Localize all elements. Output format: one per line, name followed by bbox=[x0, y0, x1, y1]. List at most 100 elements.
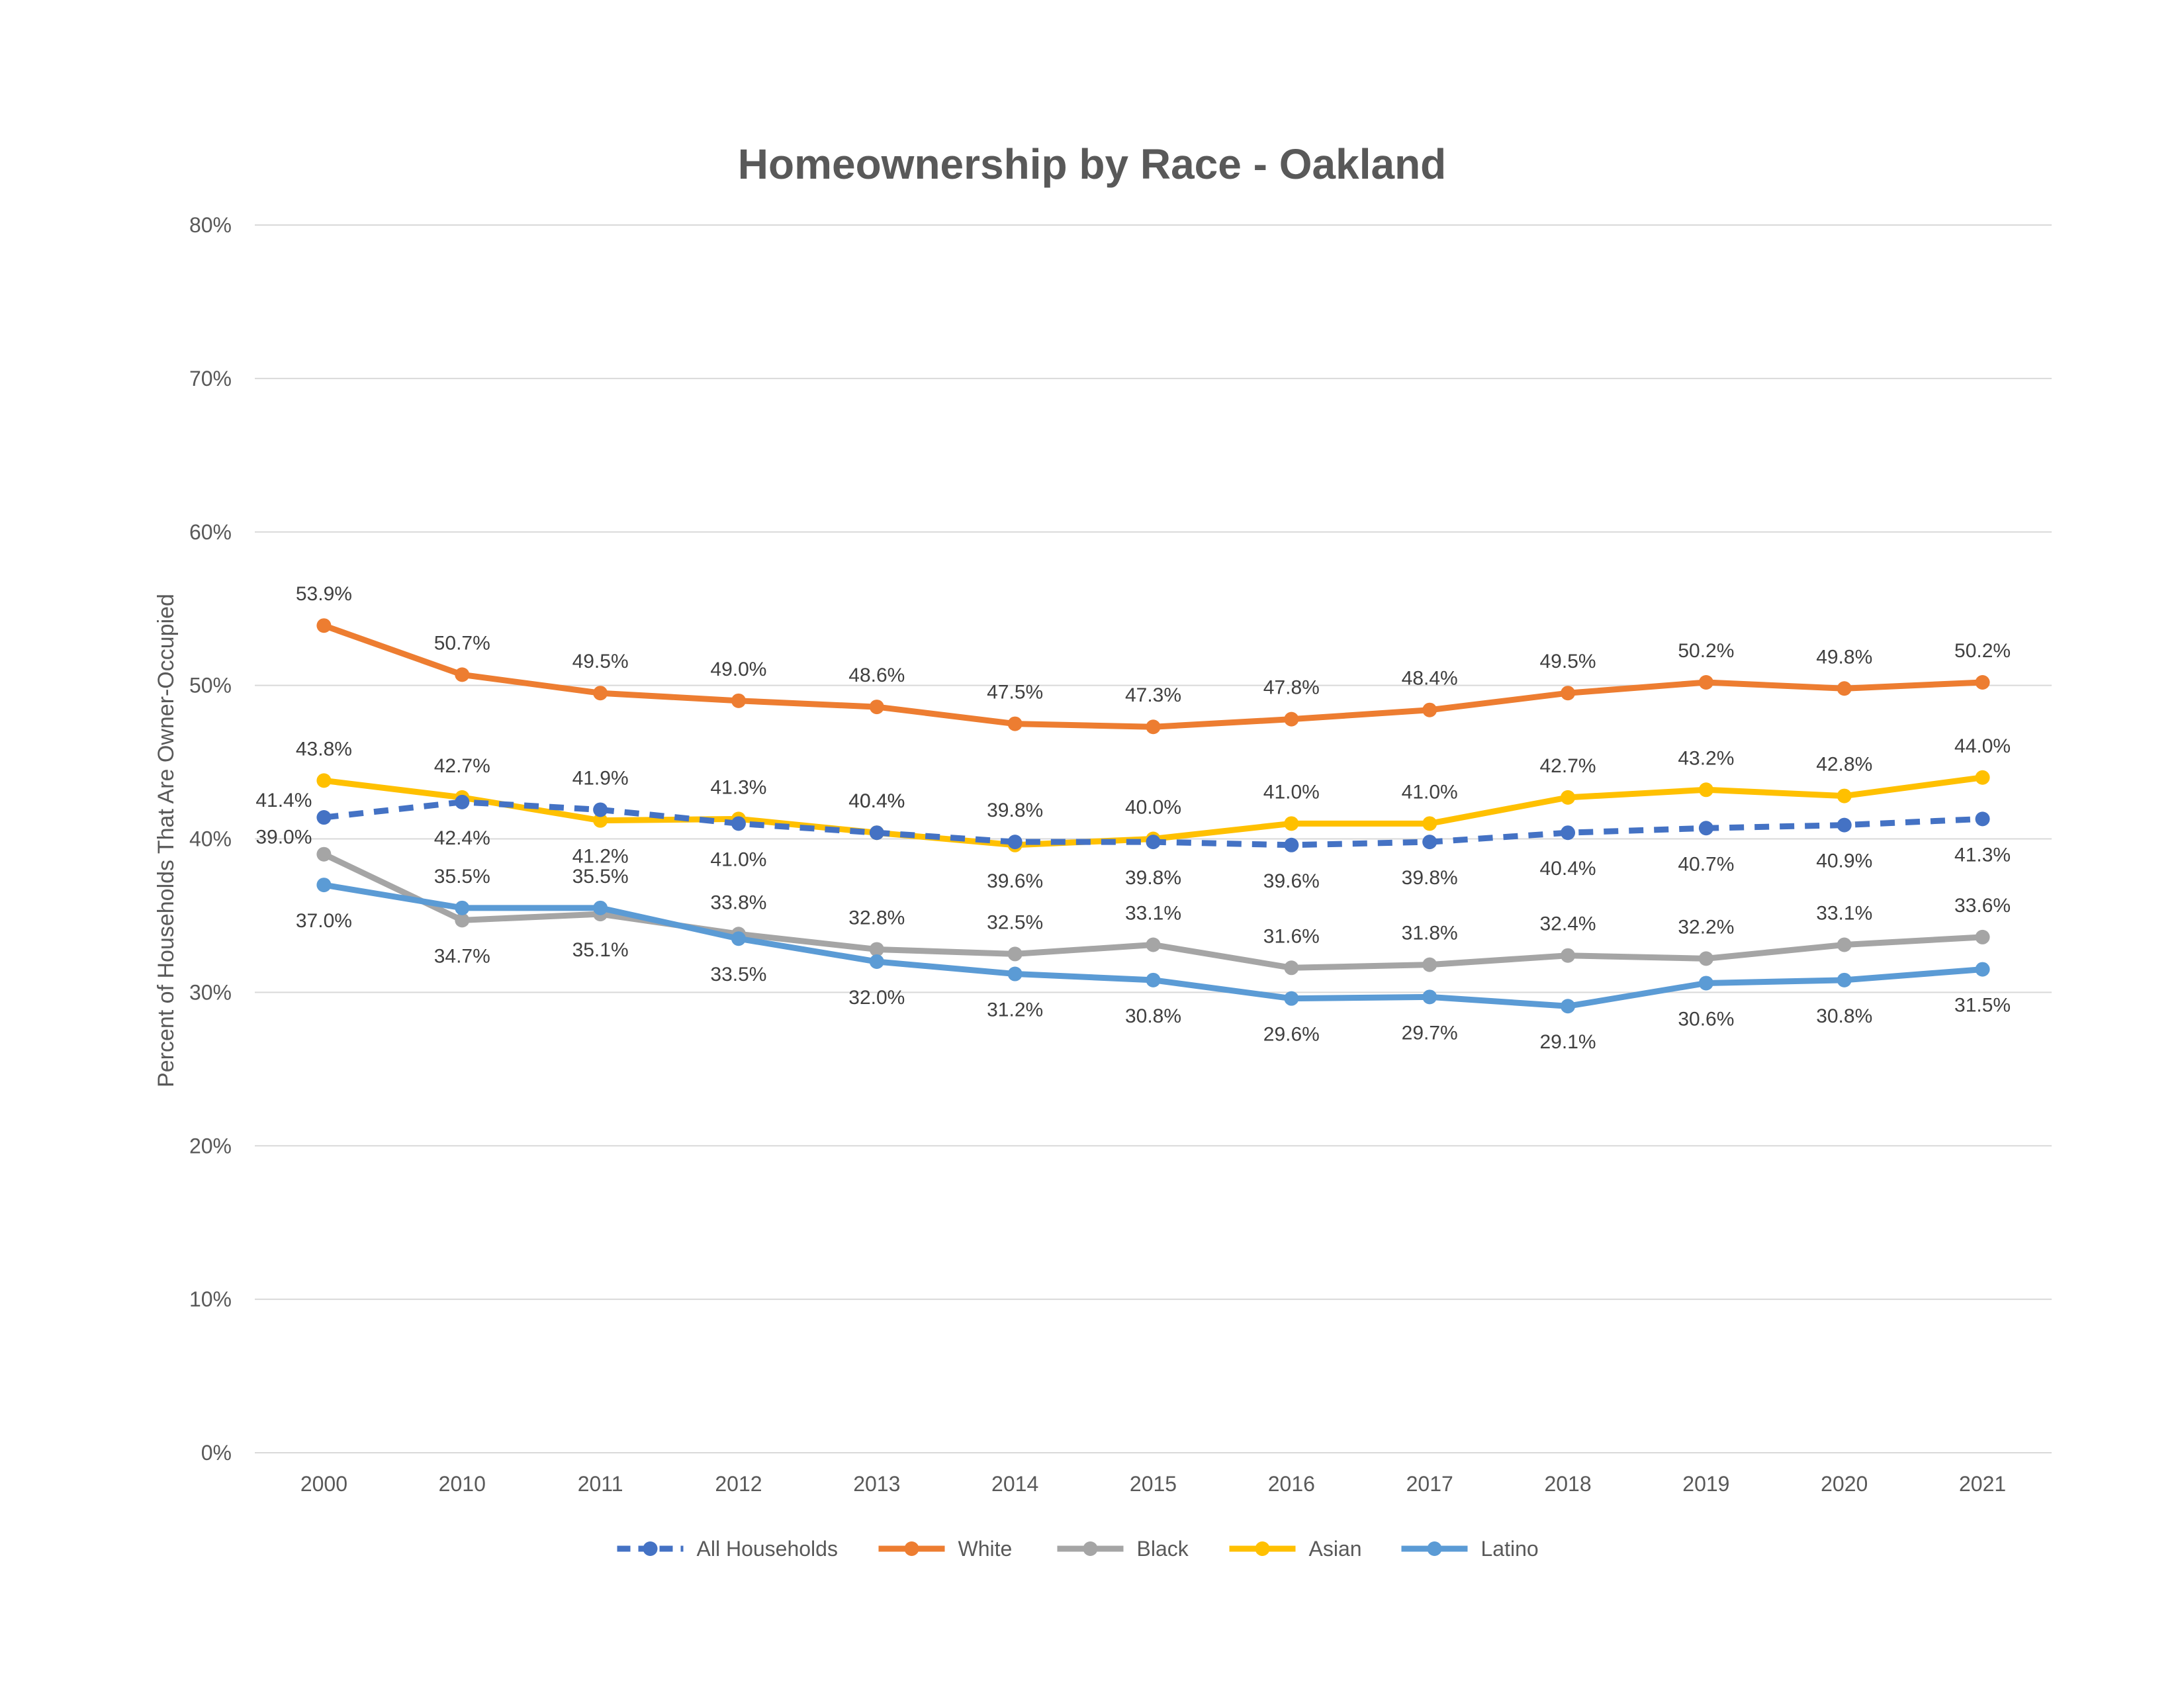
data-label: 41.0% bbox=[1402, 781, 1458, 803]
data-label: 35.1% bbox=[572, 939, 629, 961]
x-tick-label: 2018 bbox=[1544, 1472, 1591, 1496]
data-point bbox=[1422, 816, 1437, 831]
data-label: 39.6% bbox=[1263, 870, 1320, 892]
legend-swatch-marker bbox=[1083, 1541, 1098, 1556]
y-tick-label: 30% bbox=[189, 980, 232, 1004]
data-point bbox=[455, 913, 470, 928]
y-axis-label: Percent of Households That Are Owner-Occ… bbox=[154, 594, 179, 1087]
data-point bbox=[1007, 716, 1023, 731]
data-point bbox=[1284, 837, 1299, 852]
data-label: 32.8% bbox=[848, 907, 905, 929]
legend-swatch-marker bbox=[643, 1541, 658, 1556]
data-label: 35.5% bbox=[434, 866, 490, 888]
data-label: 43.2% bbox=[1678, 747, 1734, 769]
data-point bbox=[1837, 972, 1852, 987]
data-label: 50.2% bbox=[1678, 640, 1734, 662]
data-label: 29.6% bbox=[1263, 1024, 1320, 1046]
data-label: 41.0% bbox=[1263, 781, 1320, 803]
data-label: 32.5% bbox=[987, 911, 1043, 933]
data-point bbox=[1146, 835, 1161, 850]
data-label: 40.4% bbox=[1539, 858, 1596, 880]
data-point bbox=[1146, 719, 1161, 735]
data-label: 33.6% bbox=[1954, 895, 2011, 917]
data-label: 30.8% bbox=[1816, 1005, 1872, 1027]
chart-title: Homeownership by Race - Oakland bbox=[738, 140, 1447, 188]
data-point bbox=[1698, 951, 1713, 966]
data-label: 34.7% bbox=[434, 945, 490, 967]
data-label: 33.8% bbox=[710, 891, 766, 913]
data-label: 30.8% bbox=[1125, 1005, 1181, 1027]
data-label: 32.2% bbox=[1678, 916, 1734, 938]
y-tick-label: 20% bbox=[189, 1134, 232, 1158]
x-tick-label: 2020 bbox=[1821, 1472, 1868, 1496]
data-label: 31.5% bbox=[1954, 995, 2011, 1017]
x-tick-label: 2014 bbox=[991, 1472, 1038, 1496]
data-label: 49.5% bbox=[572, 651, 629, 672]
data-point bbox=[1146, 937, 1161, 952]
data-point bbox=[1561, 825, 1576, 841]
data-point bbox=[1284, 816, 1299, 831]
data-point bbox=[731, 931, 746, 946]
data-label: 33.5% bbox=[710, 964, 766, 985]
data-label: 31.2% bbox=[987, 999, 1043, 1021]
legend: All Households White Black Asian Latino bbox=[617, 1537, 1539, 1561]
data-label: 41.3% bbox=[710, 776, 766, 798]
x-axis-ticks: 2000 2010 2011 2012 2013 2014 2015 2016 2017 2018… bbox=[300, 1472, 2006, 1496]
x-tick-label: 2011 bbox=[578, 1472, 623, 1496]
data-label: 30.6% bbox=[1678, 1008, 1734, 1030]
data-point bbox=[1422, 702, 1437, 717]
data-label: 40.0% bbox=[1125, 797, 1181, 819]
data-point bbox=[1422, 989, 1437, 1005]
data-point bbox=[593, 813, 608, 828]
data-label: 41.4% bbox=[255, 790, 312, 811]
y-axis-ticks: 0% 10% 20% 30% 40% 50% 60% 70% 80% bbox=[189, 213, 232, 1465]
data-label: 42.7% bbox=[434, 755, 490, 777]
x-tick-label: 2021 bbox=[1959, 1472, 2006, 1496]
data-label: 42.4% bbox=[434, 827, 490, 849]
data-label: 48.6% bbox=[848, 664, 905, 686]
data-label: 42.8% bbox=[1816, 754, 1872, 776]
data-point bbox=[1561, 948, 1576, 963]
data-label: 41.0% bbox=[710, 848, 766, 870]
data-point bbox=[1837, 788, 1852, 803]
series-all-households bbox=[316, 794, 1990, 852]
y-tick-label: 0% bbox=[201, 1441, 232, 1465]
data-point bbox=[1561, 999, 1576, 1014]
data-point bbox=[455, 667, 470, 682]
x-tick-label: 2012 bbox=[715, 1472, 762, 1496]
data-point bbox=[1698, 976, 1713, 991]
y-tick-label: 70% bbox=[189, 367, 232, 390]
data-point bbox=[593, 900, 608, 915]
data-point bbox=[455, 900, 470, 915]
data-point bbox=[1975, 770, 1990, 785]
data-point bbox=[731, 693, 746, 708]
data-point bbox=[1975, 674, 1990, 690]
data-label: 47.5% bbox=[987, 682, 1043, 704]
data-point bbox=[316, 810, 332, 825]
legend-label: All Households bbox=[697, 1537, 838, 1561]
x-tick-label: 2016 bbox=[1268, 1472, 1315, 1496]
data-label: 33.1% bbox=[1816, 902, 1872, 924]
legend-swatch-marker bbox=[1427, 1541, 1442, 1556]
data-point bbox=[869, 954, 884, 969]
data-point bbox=[1284, 711, 1299, 727]
data-label: 50.7% bbox=[434, 632, 490, 654]
data-label: 40.4% bbox=[848, 790, 905, 812]
data-point bbox=[1007, 966, 1023, 982]
legend-item-all-households: All Households bbox=[617, 1537, 838, 1561]
data-label: 39.0% bbox=[255, 827, 312, 848]
legend-label: Black bbox=[1137, 1537, 1189, 1561]
data-point bbox=[1561, 686, 1576, 701]
data-point bbox=[1698, 674, 1713, 690]
data-label: 48.4% bbox=[1402, 668, 1458, 690]
x-tick-label: 2013 bbox=[853, 1472, 900, 1496]
data-label: 47.8% bbox=[1263, 677, 1320, 699]
data-point bbox=[316, 773, 332, 788]
data-label: 32.4% bbox=[1539, 913, 1596, 935]
data-label: 49.8% bbox=[1816, 646, 1872, 668]
legend-swatch-marker bbox=[1255, 1541, 1270, 1556]
y-tick-label: 60% bbox=[189, 520, 232, 544]
data-point bbox=[1837, 681, 1852, 696]
data-label: 49.0% bbox=[710, 659, 766, 680]
